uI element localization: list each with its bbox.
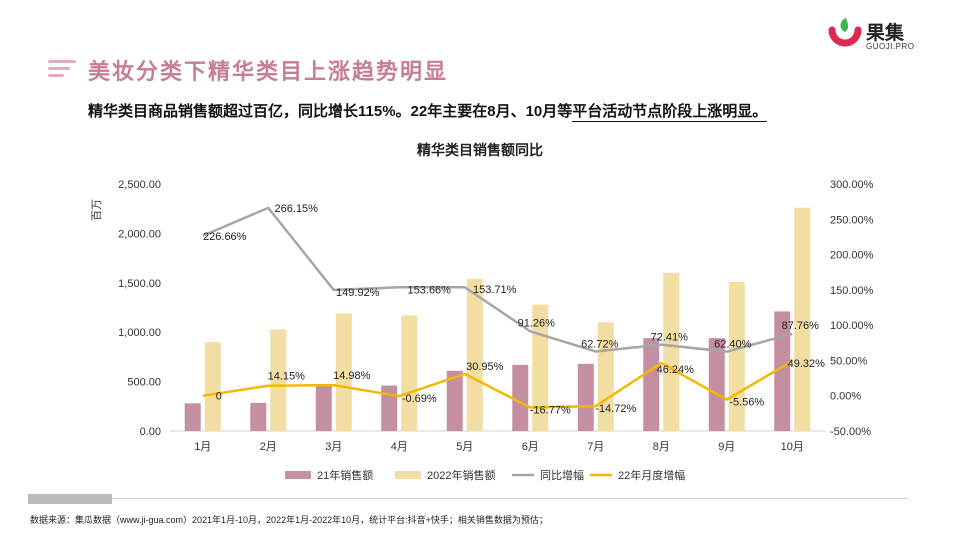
y2-tick-label: -50.00% — [830, 426, 871, 438]
mom-line — [202, 359, 793, 409]
logo-name: 果集 — [866, 23, 905, 44]
chart-title: 精华类目销售额同比 — [417, 142, 543, 158]
yoy-data-label: 153.71% — [473, 284, 517, 296]
y-tick-label: 1,000.00 — [118, 327, 161, 339]
mom-data-label: -5.56% — [729, 397, 764, 409]
y2-tick-label: 50.00% — [830, 355, 868, 367]
y2-tick-label: 150.00% — [830, 285, 874, 297]
page-title: 美妆分类下精华类目上涨趋势明显 — [88, 59, 449, 84]
legend-label: 同比增幅 — [540, 468, 584, 482]
bar-21 — [184, 403, 201, 431]
bar-22 — [466, 278, 483, 431]
y-tick-label: 1,500.00 — [118, 278, 161, 290]
y2-tick-label: 100.00% — [830, 320, 874, 332]
subtitle-text: 精华类目商品销售额超过百亿，同比增长115%。22年主要在8月、10月等 — [88, 103, 573, 120]
bar-22 — [663, 272, 680, 431]
yoy-data-label: 62.72% — [581, 338, 619, 350]
legend-label: 2022年销售额 — [427, 468, 495, 482]
yoy-data-label: 153.66% — [408, 284, 452, 296]
title-decoration-icon — [48, 58, 76, 80]
legend-label: 21年销售额 — [317, 468, 373, 482]
bar-22 — [335, 313, 352, 431]
yoy-data-label: 87.76% — [782, 320, 820, 332]
guoji-logo-icon — [828, 18, 862, 47]
bar-21 — [250, 402, 267, 431]
y-tick-label: 500.00 — [127, 377, 161, 389]
subtitle-underlined-text: 平台活动节点阶段上涨明显。 — [572, 103, 768, 122]
mom-data-label: 49.32% — [788, 358, 826, 370]
yoy-data-label: 72.41% — [651, 332, 689, 344]
yoy-data-label: 226.66% — [203, 231, 247, 243]
legend-label: 22年月度增幅 — [618, 468, 685, 482]
yoy-data-label: 266.15% — [275, 203, 319, 215]
y2-tick-label: 300.00% — [830, 179, 874, 191]
y-tick-label: 2,000.00 — [118, 228, 161, 240]
mom-data-label: -16.77% — [530, 405, 571, 417]
bar-21 — [708, 338, 725, 431]
x-tick-label: 2月 — [260, 441, 277, 453]
bar-22 — [270, 329, 287, 431]
bar-21 — [577, 363, 594, 431]
x-tick-label: 7月 — [587, 441, 604, 453]
x-tick-label: 8月 — [653, 441, 670, 453]
page-subtitle: 精华类目商品销售额超过百亿，同比增长115%。22年主要在8月、10月等平台活动… — [88, 100, 768, 122]
bar-21 — [643, 338, 660, 431]
x-tick-label: 1月 — [194, 441, 211, 453]
mom-data-label: 14.98% — [333, 370, 371, 382]
mom-data-label: 14.15% — [268, 371, 306, 383]
footer-divider — [28, 494, 908, 504]
legend-swatch — [395, 471, 421, 479]
mom-data-label: -0.69% — [402, 393, 437, 405]
legend-swatch — [285, 471, 311, 479]
yoy-data-label: 149.92% — [336, 287, 380, 299]
logo-sub: GUOJI.PRO — [866, 42, 915, 51]
bar-21 — [774, 311, 791, 431]
yoy-data-label: 62.40% — [714, 339, 752, 351]
x-tick-label: 3月 — [325, 441, 342, 453]
y2-tick-label: 200.00% — [830, 250, 874, 262]
mom-data-label: 0 — [216, 391, 222, 403]
yoy-line — [202, 206, 793, 353]
bar-22 — [401, 315, 418, 431]
x-tick-label: 5月 — [456, 441, 473, 453]
y2-tick-label: 250.00% — [830, 214, 874, 226]
x-tick-label: 4月 — [391, 441, 408, 453]
x-tick-label: 6月 — [522, 441, 539, 453]
y-tick-label: 2,500.00 — [118, 179, 161, 191]
bar-22 — [204, 342, 221, 431]
mom-data-label: 30.95% — [466, 361, 504, 373]
x-tick-label: 10月 — [781, 441, 804, 453]
bar-22 — [794, 207, 811, 431]
bar-21 — [315, 384, 332, 431]
yoy-data-label: 91.26% — [518, 317, 556, 329]
bar-21 — [512, 364, 529, 431]
x-tick-label: 9月 — [718, 441, 735, 453]
bar-22 — [728, 281, 745, 431]
bar-21 — [446, 370, 463, 431]
source-note: 数据来源：集瓜数据（www.ji-gua.com）2021年1月-10月，202… — [30, 515, 548, 525]
bar-21 — [381, 385, 398, 431]
y-axis-label: 百万 — [91, 199, 103, 221]
y2-tick-label: 0.00% — [830, 391, 861, 403]
mom-data-label: -14.72% — [595, 403, 636, 415]
mom-data-label: 46.24% — [657, 364, 695, 376]
y-tick-label: 0.00 — [140, 426, 161, 438]
guoji-logo: 果集 GUOJI.PRO — [828, 16, 938, 56]
